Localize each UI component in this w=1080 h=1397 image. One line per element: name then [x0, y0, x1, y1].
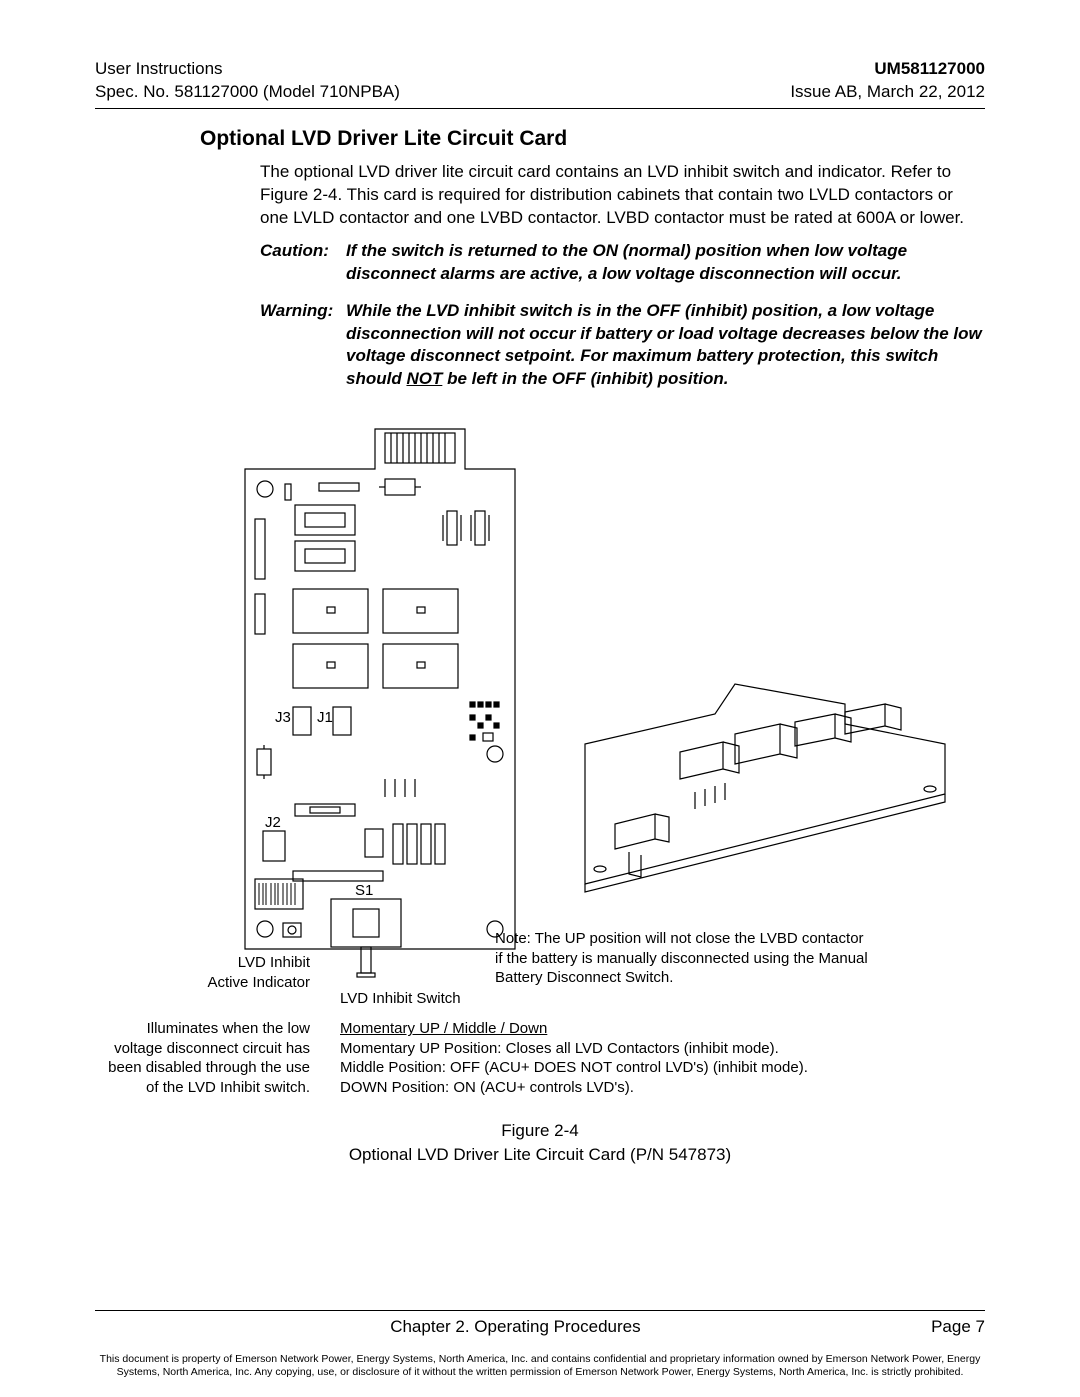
header-issue: Issue AB, March 22, 2012	[790, 81, 985, 104]
callout-lvd-indicator-l1: LVD Inhibit	[135, 953, 310, 973]
footer-spacer	[95, 1317, 100, 1337]
caution-label: Caution:	[260, 240, 346, 286]
modes-l3: DOWN Position: ON (ACU+ controls LVD's).	[340, 1078, 860, 1098]
footer-rule	[95, 1310, 985, 1311]
callout-lvd-indicator: LVD Inhibit Active Indicator	[135, 953, 310, 992]
footer-chapter: Chapter 2. Operating Procedures	[390, 1317, 640, 1337]
header-right: UM581127000 Issue AB, March 22, 2012	[790, 58, 985, 104]
footer-page: Page 7	[931, 1317, 985, 1337]
header-rule	[95, 108, 985, 109]
pcb-isometric-diagram	[545, 674, 965, 924]
warning-text: While the LVD inhibit switch is in the O…	[346, 300, 985, 392]
figure-area: J3 J1 J2 S1	[95, 419, 985, 1154]
modes-heading: Momentary UP / Middle / Down	[340, 1019, 860, 1039]
modes-l1: Momentary UP Position: Closes all LVD Co…	[340, 1039, 860, 1059]
section-title: Optional LVD Driver Lite Circuit Card	[200, 127, 985, 151]
header-user-instructions: User Instructions	[95, 58, 400, 81]
pcb-top-view-diagram: J3 J1 J2 S1	[235, 419, 535, 979]
modes-l2: Middle Position: OFF (ACU+ DOES NOT cont…	[340, 1058, 860, 1078]
intro-paragraph: The optional LVD driver lite circuit car…	[260, 161, 985, 230]
callout-lvd-indicator-l2: Active Indicator	[135, 973, 310, 993]
callout-lvd-indicator-para: Illuminates when the low voltage disconn…	[95, 1019, 310, 1097]
legal-text: This document is property of Emerson Net…	[95, 1353, 985, 1379]
pcb-label-j1: J1	[317, 709, 333, 726]
document-page: User Instructions Spec. No. 581127000 (M…	[0, 0, 1080, 1397]
page-header: User Instructions Spec. No. 581127000 (M…	[95, 58, 985, 104]
page-footer: Chapter 2. Operating Procedures Page 7	[95, 1310, 985, 1337]
warning-text-post: be left in the OFF (inhibit) position.	[442, 369, 728, 388]
pcb-label-j3: J3	[275, 709, 291, 726]
pcb-label-j2: J2	[265, 814, 281, 831]
figure-caption-l2: Optional LVD Driver Lite Circuit Card (P…	[95, 1143, 985, 1167]
warning-notice: Warning: While the LVD inhibit switch is…	[260, 300, 985, 392]
warning-text-not: NOT	[406, 369, 442, 388]
warning-label: Warning:	[260, 300, 346, 392]
header-doc-no: UM581127000	[790, 58, 985, 81]
callout-modes: Momentary UP / Middle / Down Momentary U…	[340, 1019, 860, 1097]
caution-notice: Caution: If the switch is returned to th…	[260, 240, 985, 286]
figure-caption-l1: Figure 2-4	[95, 1119, 985, 1143]
figure-caption: Figure 2-4 Optional LVD Driver Lite Circ…	[95, 1119, 985, 1167]
header-spec-no: Spec. No. 581127000 (Model 710NPBA)	[95, 81, 400, 104]
footer-line: Chapter 2. Operating Procedures Page 7	[95, 1317, 985, 1337]
caution-text: If the switch is returned to the ON (nor…	[346, 240, 985, 286]
pcb-label-s1: S1	[355, 882, 373, 899]
callout-note-right: Note: The UP position will not close the…	[495, 929, 875, 988]
header-left: User Instructions Spec. No. 581127000 (M…	[95, 58, 400, 104]
callout-lvd-switch: LVD Inhibit Switch	[340, 989, 490, 1009]
